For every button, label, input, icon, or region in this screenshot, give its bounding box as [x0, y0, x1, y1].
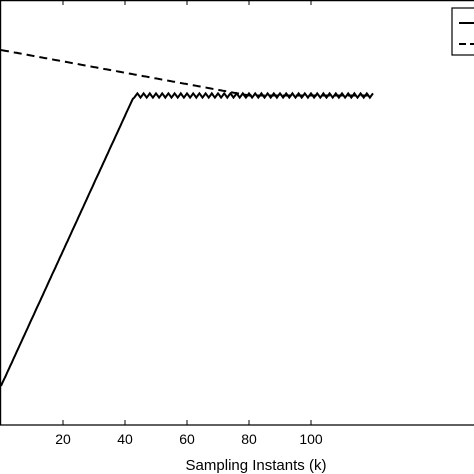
series-layer — [0, 49, 374, 387]
series-dashed-line — [0, 49, 373, 97]
x-tick-label: 60 — [179, 431, 195, 447]
x-tick-label: 20 — [55, 431, 71, 447]
series-solid-line — [0, 91, 374, 387]
x-tick-label: 80 — [241, 431, 257, 447]
x-tick-label: 40 — [117, 431, 133, 447]
legend-box — [451, 7, 474, 56]
legend — [451, 7, 474, 56]
plot-area — [0, 0, 474, 425]
axes: 20 40 60 80 100 — [0, 0, 474, 447]
x-tick-label: 100 — [299, 431, 323, 447]
x-axis-label: Sampling Instants (k) — [186, 457, 327, 474]
